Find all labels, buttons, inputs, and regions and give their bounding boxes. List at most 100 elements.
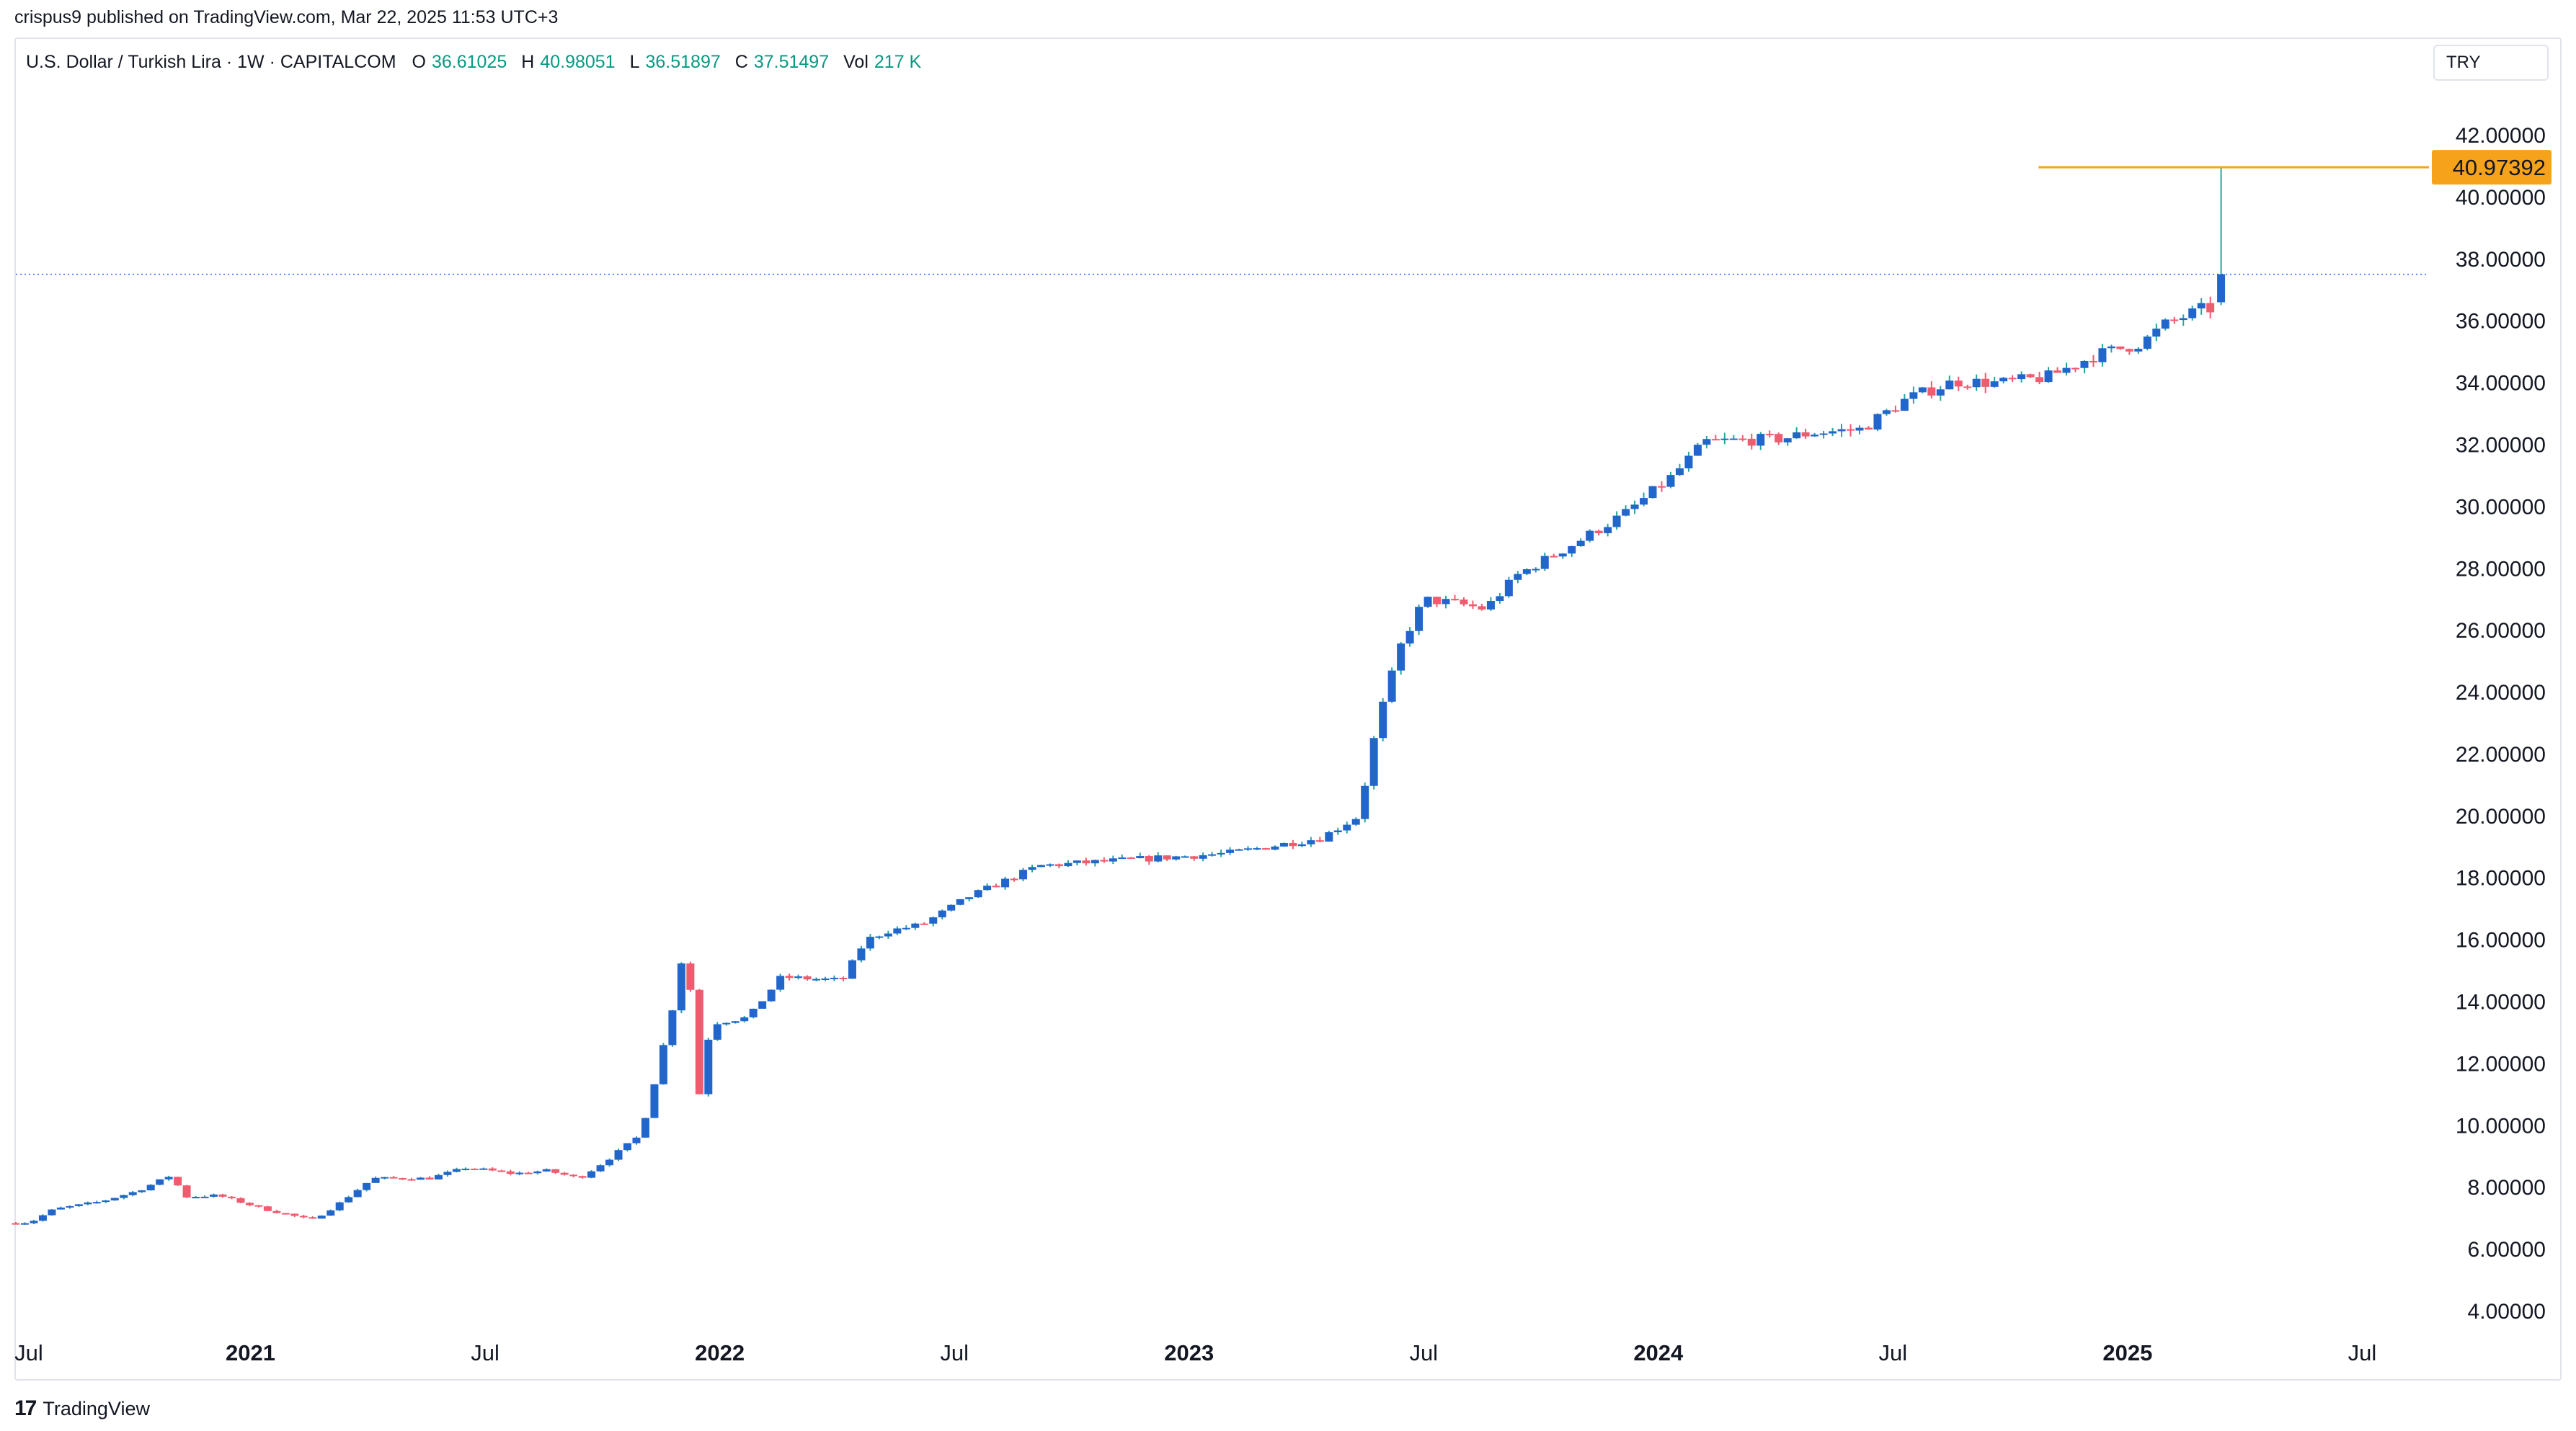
candle-body (182, 1185, 191, 1198)
candle-body (2017, 374, 2026, 380)
symbol-title: U.S. Dollar / Turkish Lira · 1W · CAPITA… (26, 52, 396, 72)
candle-body (263, 1206, 272, 1211)
candle-body (1999, 378, 2008, 382)
candle-body (1532, 569, 1540, 571)
symbol-legend: U.S. Dollar / Turkish Lira · 1W · CAPITA… (26, 52, 930, 73)
candle-body (417, 1177, 425, 1180)
candle-body (1361, 785, 1369, 819)
candle-body (2116, 346, 2125, 349)
candle-body (587, 1171, 596, 1178)
candle-body (317, 1216, 326, 1219)
candle-body (668, 1010, 677, 1046)
candle-body (1486, 601, 1495, 610)
candle-body (272, 1211, 281, 1213)
candle-body (308, 1217, 317, 1219)
candle-body (1297, 844, 1306, 847)
candle-body (1001, 878, 1010, 888)
candle-body (1702, 439, 1711, 445)
x-tick-label: 2022 (695, 1340, 745, 1365)
candle-body (1433, 597, 1442, 605)
candle-body (659, 1045, 667, 1084)
candle-body (2089, 360, 2097, 362)
y-tick-label: 4.00000 (2468, 1300, 2546, 1324)
candle-body (12, 1223, 20, 1225)
candle-body (200, 1196, 209, 1198)
candle-body (1765, 434, 1774, 436)
candle-body (2098, 348, 2107, 362)
high-marker-badge (2432, 150, 2551, 185)
candle-body (1864, 427, 1873, 430)
candle-body (2188, 308, 2197, 318)
candle-body (128, 1192, 137, 1195)
candle-body (632, 1137, 641, 1144)
candle-body (2179, 318, 2188, 321)
candle-body (2152, 329, 2161, 337)
candle-body (443, 1172, 452, 1175)
candle-body (1279, 842, 1288, 847)
candle-body (1604, 527, 1612, 534)
y-tick-label: 36.00000 (2456, 310, 2546, 334)
candle-body (74, 1204, 83, 1206)
candle-body (84, 1202, 92, 1205)
candle-body (1829, 431, 1837, 434)
candle-body (1882, 410, 1891, 414)
candle-body (48, 1209, 56, 1216)
candle-body (1072, 860, 1081, 863)
candle-body (452, 1169, 461, 1172)
close-value: 37.51497 (753, 52, 830, 72)
candle-body (1550, 556, 1558, 558)
candle-body (1046, 864, 1054, 866)
candle-body (146, 1185, 155, 1191)
candle-body (893, 928, 902, 934)
candle-body (1460, 599, 1468, 605)
candle-body (731, 1021, 740, 1023)
y-tick-label: 12.00000 (2456, 1052, 2546, 1076)
candle-body (596, 1165, 605, 1172)
candle-body (1504, 579, 1513, 597)
candle-body (1954, 380, 1963, 387)
candle-body (1568, 546, 1576, 554)
x-tick-label: Jul (2348, 1340, 2377, 1365)
candle-body (677, 963, 685, 1011)
candle-body (38, 1215, 47, 1221)
y-tick-label: 24.00000 (2456, 681, 2546, 705)
candle-body (1612, 515, 1621, 527)
x-tick-label: Jul (940, 1340, 969, 1365)
candle-body (704, 1039, 713, 1095)
candle-body (281, 1213, 290, 1215)
candle-body (1333, 830, 1342, 832)
candle-body (479, 1168, 488, 1170)
candle-body (1622, 509, 1630, 516)
currency-selector[interactable]: TRY (2433, 45, 2549, 81)
x-tick-label: Jul (1879, 1340, 1908, 1365)
candle-body (1424, 597, 1432, 607)
candle-body (1379, 701, 1387, 739)
candle-body (1468, 604, 1477, 607)
candle-body (506, 1171, 515, 1174)
candle-body (1325, 832, 1333, 842)
candle-body (399, 1178, 407, 1180)
candle-body (299, 1216, 308, 1218)
candle-body (1082, 860, 1091, 864)
candle-body (1145, 856, 1153, 862)
candle-body (542, 1169, 551, 1172)
candle-body (290, 1213, 299, 1216)
x-tick-label: 2023 (1164, 1340, 1214, 1365)
candle-body (1558, 553, 1567, 557)
candle-body (1522, 569, 1531, 574)
candle-body (812, 978, 821, 981)
candle-body (1415, 607, 1424, 631)
high-label: H (521, 52, 535, 72)
candle-body (345, 1197, 353, 1203)
candle-body (560, 1172, 569, 1175)
candle-body (1010, 878, 1018, 881)
high-value: 40.98051 (540, 52, 616, 72)
candle-body (974, 890, 982, 898)
candle-body (1936, 389, 1945, 396)
tradingview-footer: 17 TradingView (14, 1396, 150, 1421)
candle-body (2107, 346, 2115, 349)
chart-frame (14, 37, 2562, 1381)
candle-body (911, 923, 920, 928)
candle-body (1343, 824, 1351, 831)
